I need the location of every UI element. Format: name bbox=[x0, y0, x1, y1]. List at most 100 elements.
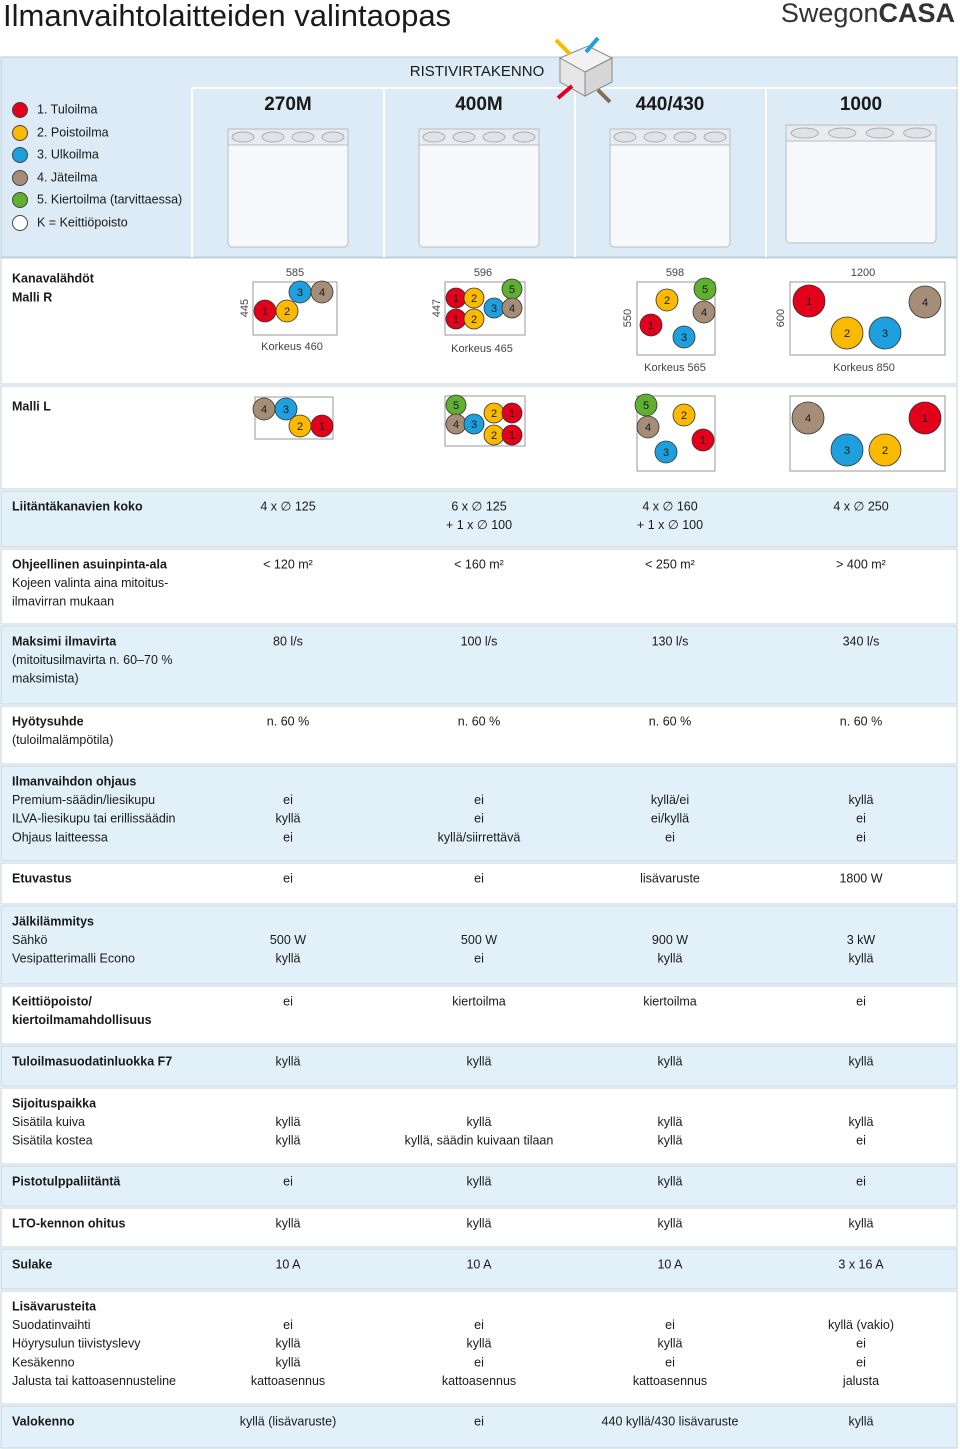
cell-value: ei bbox=[856, 1174, 866, 1188]
row-band bbox=[0, 705, 958, 765]
row-title: Pistotulppaliitäntä bbox=[12, 1174, 120, 1188]
row-title: Tuloilmasuodatinluokka F7 bbox=[12, 1054, 172, 1068]
cell-value: ei bbox=[283, 793, 293, 807]
cell-value: 130 l/s bbox=[652, 634, 689, 648]
duct-port bbox=[830, 316, 864, 350]
dim-depth: 550 bbox=[622, 309, 634, 327]
cell-value: kyllä bbox=[657, 1054, 682, 1068]
dim-depth: 445 bbox=[239, 299, 251, 317]
cell-value: kyllä bbox=[275, 1134, 300, 1148]
product-image bbox=[609, 128, 731, 248]
legend-swatch bbox=[12, 170, 28, 186]
row-subtitle: Vesipatterimalli Econo bbox=[12, 952, 135, 966]
duct-port bbox=[692, 300, 716, 324]
port-number: 1 bbox=[319, 421, 325, 433]
duct-port bbox=[501, 424, 523, 446]
cell-value: ei bbox=[283, 994, 293, 1008]
port-number: 4 bbox=[805, 413, 811, 425]
row-subtitle: Sähkö bbox=[12, 933, 47, 947]
duct-port bbox=[501, 297, 523, 319]
row-subtitle: Kojeen valinta aina mitoitus- bbox=[12, 576, 168, 590]
row-subtitle: Kesäkenno bbox=[12, 1355, 75, 1369]
row-title: Liitäntäkanavien koko bbox=[12, 499, 143, 513]
port-number: 2 bbox=[491, 408, 497, 420]
duct-port bbox=[908, 401, 942, 435]
cell-value: 4 x ∅ 250 bbox=[833, 499, 888, 513]
legend-swatch bbox=[12, 192, 28, 208]
cell-value: ei bbox=[474, 812, 484, 826]
row-subtitle: Ohjaus laitteessa bbox=[12, 830, 108, 844]
port-number: 4 bbox=[261, 404, 267, 416]
logo-casa: CASA bbox=[878, 0, 955, 28]
dim-height: Korkeus 850 bbox=[833, 362, 895, 374]
cell-value: ei bbox=[856, 812, 866, 826]
duct-port bbox=[868, 433, 902, 467]
cell-value: kyllä bbox=[466, 1174, 491, 1188]
legend-label: 5. Kiertoilma (tarvittaessa) bbox=[37, 192, 182, 206]
product-top bbox=[418, 128, 540, 146]
port-number: 3 bbox=[283, 404, 289, 416]
legend-label: K = Keittiöpoisto bbox=[37, 215, 128, 229]
cell-value: jalusta bbox=[842, 1374, 879, 1388]
dim-depth: 447 bbox=[431, 299, 443, 317]
dim-depth: 600 bbox=[775, 309, 787, 327]
product-top bbox=[227, 128, 349, 146]
cell-value: ei bbox=[474, 952, 484, 966]
row-title: Malli R bbox=[12, 290, 52, 304]
cell-value: ei bbox=[474, 1355, 484, 1369]
duct-port bbox=[672, 325, 696, 349]
port-number: 2 bbox=[284, 306, 290, 318]
row-title: Etuvastus bbox=[12, 871, 72, 885]
row-subtitle: (tuloilmalämpötila) bbox=[12, 733, 113, 747]
cell-value: 340 l/s bbox=[843, 634, 880, 648]
cell-value: ei bbox=[856, 994, 866, 1008]
product-body bbox=[785, 124, 937, 244]
product-body bbox=[609, 128, 731, 248]
duct-port bbox=[792, 284, 826, 318]
cell-value: kiertoilma bbox=[643, 994, 697, 1008]
dim-width: 585 bbox=[286, 267, 304, 279]
cell-value: ei bbox=[856, 1134, 866, 1148]
legend-label: 1. Tuloilma bbox=[37, 102, 97, 116]
row-title: Keittiöpoisto/ bbox=[12, 994, 92, 1008]
cell-value: 4 x ∅ 160 bbox=[642, 499, 697, 513]
cell-value: kyllä/ei bbox=[651, 793, 689, 807]
product-port bbox=[261, 131, 285, 143]
port-number: 3 bbox=[297, 287, 303, 299]
title: Ilmanvaihtolaitteiden valintaopas bbox=[3, 0, 451, 33]
cell-value: ei bbox=[283, 1174, 293, 1188]
cell-value: 500 W bbox=[461, 933, 497, 947]
cell-value: kyllä bbox=[848, 1115, 873, 1129]
logo-swegon: Swegon bbox=[781, 0, 879, 28]
port-number: 2 bbox=[844, 328, 850, 340]
row-band bbox=[0, 1165, 958, 1207]
duct-port bbox=[274, 397, 298, 421]
product-image bbox=[785, 124, 937, 244]
cell-value: kattoasennus bbox=[442, 1374, 516, 1388]
port-number: 4 bbox=[645, 422, 651, 434]
cell-value: 10 A bbox=[275, 1257, 301, 1271]
row-subtitle: ilmavirran mukaan bbox=[12, 595, 114, 609]
port-number: 2 bbox=[297, 421, 303, 433]
product-port bbox=[452, 131, 476, 143]
row-band bbox=[0, 548, 958, 625]
cell-value: 80 l/s bbox=[273, 634, 303, 648]
cell-value: 4 x ∅ 125 bbox=[260, 499, 315, 513]
port-number: 2 bbox=[882, 445, 888, 457]
port-number: 1 bbox=[648, 320, 654, 332]
port-number: 3 bbox=[663, 447, 669, 459]
row-band bbox=[0, 765, 958, 862]
row-title: Sulake bbox=[12, 1257, 52, 1271]
cell-value: ei bbox=[856, 830, 866, 844]
duct-port bbox=[830, 433, 864, 467]
row-band bbox=[0, 862, 958, 905]
cell-value: 3 kW bbox=[847, 933, 876, 947]
row-band bbox=[0, 1405, 958, 1449]
duct-port bbox=[310, 280, 334, 304]
port-number: 1 bbox=[262, 306, 268, 318]
port-number: 4 bbox=[701, 307, 707, 319]
duct-port bbox=[463, 287, 485, 309]
product-image bbox=[418, 128, 540, 248]
cell-value: kyllä bbox=[466, 1115, 491, 1129]
